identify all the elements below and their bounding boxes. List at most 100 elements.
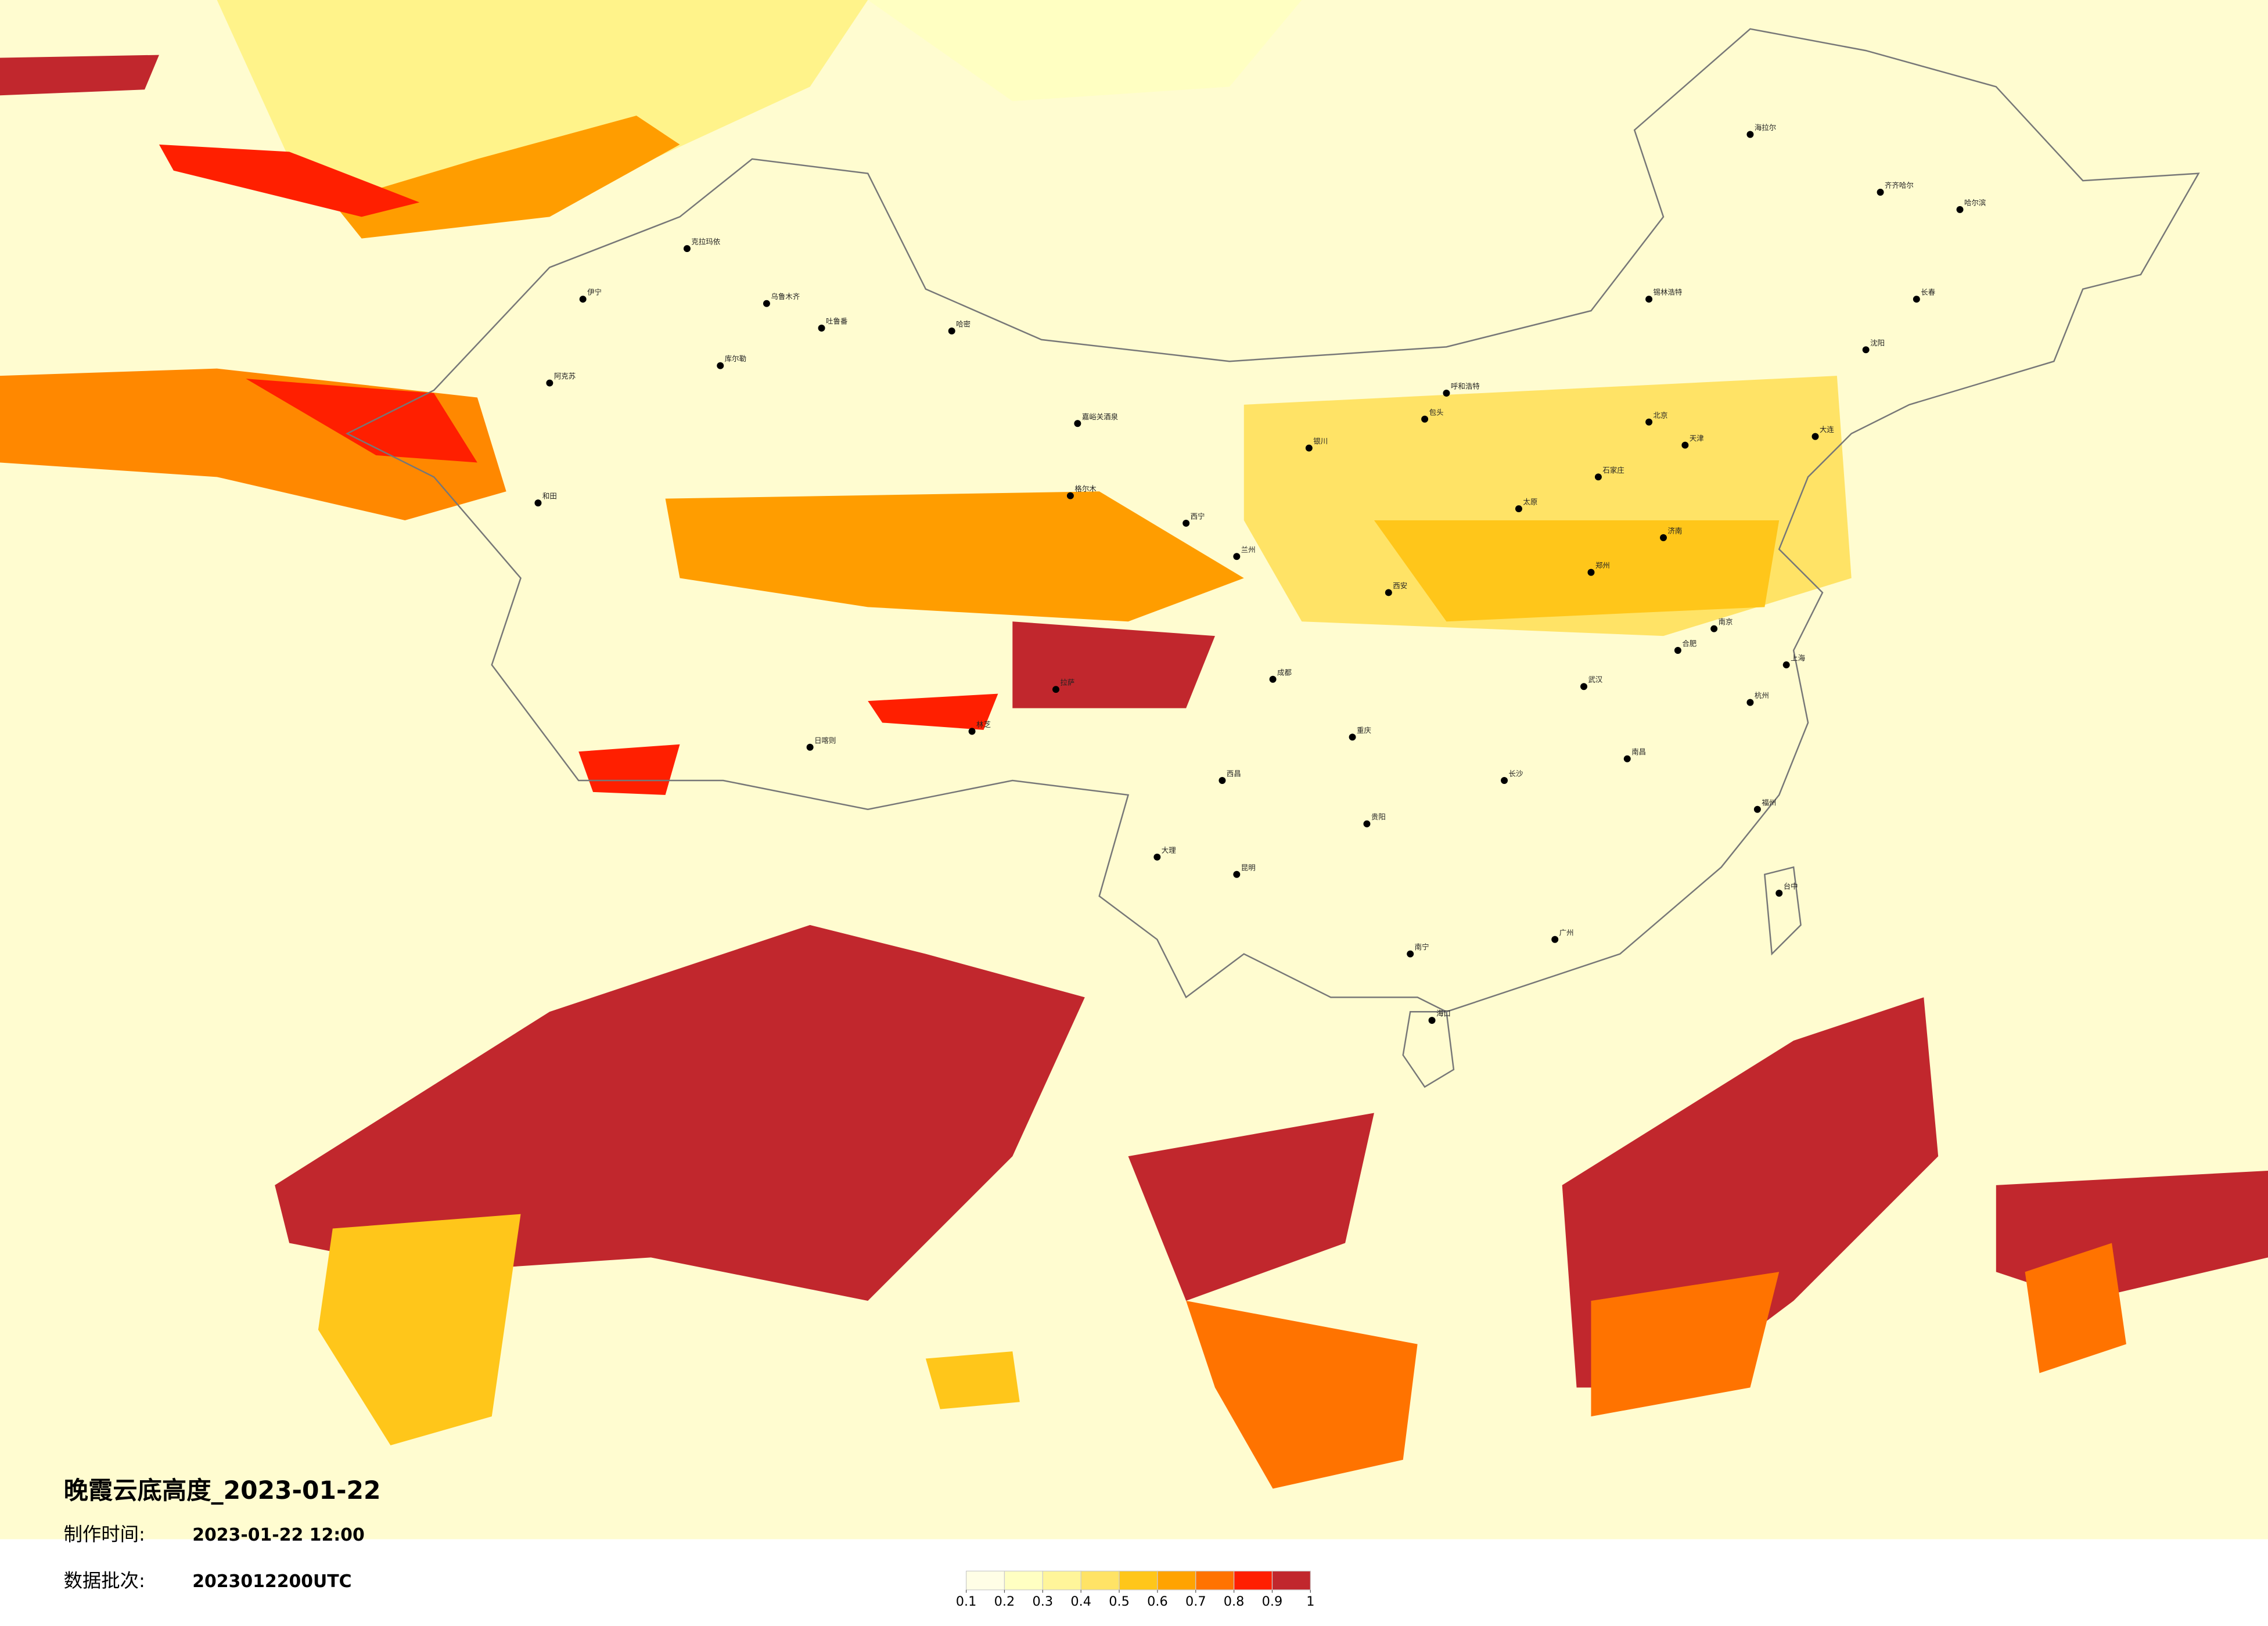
city-dot [1913, 296, 1920, 303]
color-legend: 0.1 0.2 0.3 0.4 0.5 0.6 0.7 0.8 0.9 1 [956, 1570, 1314, 1609]
legend-tick-label: 0.6 [1147, 1594, 1168, 1609]
city-dot [1052, 686, 1059, 693]
city-label: 嘉峪关酒泉 [1082, 412, 1119, 421]
city-label: 贵阳 [1371, 812, 1386, 821]
city-label: 大连 [1820, 425, 1834, 434]
legend-swatch [1157, 1570, 1196, 1591]
city-label: 长春 [1921, 288, 1935, 297]
city-label: 台中 [1784, 882, 1798, 891]
island-border [1402, 866, 1802, 1088]
city-label: 大理 [1162, 846, 1176, 854]
city-label: 沈阳 [1870, 339, 1885, 347]
city-label: 重庆 [1357, 726, 1371, 735]
city-label: 锡林浩特 [1654, 288, 1683, 297]
legend-swatch [1271, 1570, 1311, 1591]
city-dot [1580, 683, 1588, 690]
city-dot [1782, 661, 1790, 668]
city-label: 合肥 [1682, 639, 1696, 648]
city-label: 西宁 [1191, 512, 1205, 521]
city-label: 呼和浩特 [1451, 382, 1480, 391]
city-dot [1305, 444, 1313, 452]
legend-tick-label: 0.3 [1033, 1594, 1054, 1609]
city-label: 吐鲁番 [826, 317, 848, 326]
city-label: 伊宁 [587, 288, 602, 297]
city-dot [1660, 534, 1667, 541]
city-label: 克拉玛依 [691, 238, 720, 246]
city-dot [1421, 415, 1429, 423]
city-label: 南昌 [1631, 747, 1646, 756]
city-dot [818, 325, 825, 332]
legend-tick-label: 1 [1306, 1594, 1314, 1609]
legend-tick-label: 0.9 [1262, 1594, 1283, 1609]
city-label: 格尔木 [1074, 484, 1097, 493]
city-dot [1623, 755, 1631, 762]
city-dot [1182, 520, 1190, 527]
city-label: 齐齐哈尔 [1885, 181, 1914, 190]
city-label: 北京 [1654, 411, 1668, 419]
city-dot [1594, 473, 1602, 481]
city-dot [948, 327, 955, 334]
city-label: 和田 [542, 492, 557, 501]
legend-tick-label: 0.2 [994, 1594, 1015, 1609]
city-dot [1233, 870, 1241, 878]
city-dot [1407, 950, 1414, 958]
legend-swatch [965, 1570, 1005, 1591]
city-label: 福州 [1762, 798, 1776, 807]
legend-swatch [1119, 1570, 1158, 1591]
city-label: 拉萨 [1060, 678, 1074, 687]
meta-label: 制作时间: [64, 1523, 145, 1545]
legend-tick-label: 0.8 [1224, 1594, 1245, 1609]
city-label: 海口 [1436, 1009, 1451, 1018]
city-label: 日喀则 [814, 736, 836, 744]
city-dot [1862, 346, 1870, 354]
city-dot [579, 296, 587, 303]
legend-swatch [1042, 1570, 1081, 1591]
city-label: 哈密 [956, 319, 971, 328]
city-dot [1645, 296, 1653, 303]
legend-swatch [1195, 1570, 1235, 1591]
city-dot [1551, 936, 1559, 943]
city-label: 武汉 [1588, 675, 1602, 684]
city-label: 上海 [1791, 653, 1805, 662]
city-dot [1956, 206, 1964, 213]
city-dot [1219, 777, 1226, 784]
city-dot [763, 300, 770, 307]
city-dot [1877, 189, 1884, 196]
city-dot [1066, 492, 1074, 499]
city-label: 石家庄 [1602, 466, 1624, 474]
meta-value: 2023012200UTC [192, 1571, 351, 1592]
city-dot [1515, 505, 1522, 513]
city-label: 昆明 [1241, 863, 1256, 872]
legend-tick-label: 0.5 [1109, 1594, 1130, 1609]
city-dot [1074, 420, 1081, 427]
cloud-field [0, 0, 2268, 1489]
city-dot [1710, 625, 1718, 632]
city-dot [1443, 390, 1450, 397]
city-label: 南宁 [1415, 942, 1429, 951]
city-dot [683, 245, 691, 253]
country-border [345, 28, 2200, 1013]
city-dot [1746, 131, 1754, 138]
legend-tick-label: 0.1 [956, 1594, 977, 1609]
city-dot [1269, 675, 1277, 683]
city-label: 林芝 [976, 720, 991, 729]
legend-swatch [1004, 1570, 1043, 1591]
city-label: 库尔勒 [725, 354, 746, 363]
city-dot [1501, 777, 1508, 784]
city-label: 济南 [1667, 526, 1682, 535]
city-label: 天津 [1690, 434, 1704, 443]
city-dot [968, 728, 976, 735]
city-dot [1428, 1017, 1436, 1024]
city-label: 海拉尔 [1755, 123, 1776, 132]
city-dot [546, 379, 553, 387]
city-label: 南京 [1719, 617, 1733, 626]
city-label: 西昌 [1227, 769, 1241, 778]
legend-tick-label: 0.7 [1185, 1594, 1206, 1609]
city-dot [1363, 820, 1371, 828]
meta-value: 2023-01-22 12:00 [192, 1525, 365, 1545]
city-label: 郑州 [1595, 561, 1610, 570]
city-label: 哈尔滨 [1964, 198, 1986, 207]
city-dot [1153, 853, 1161, 861]
city-label: 长沙 [1509, 769, 1523, 778]
